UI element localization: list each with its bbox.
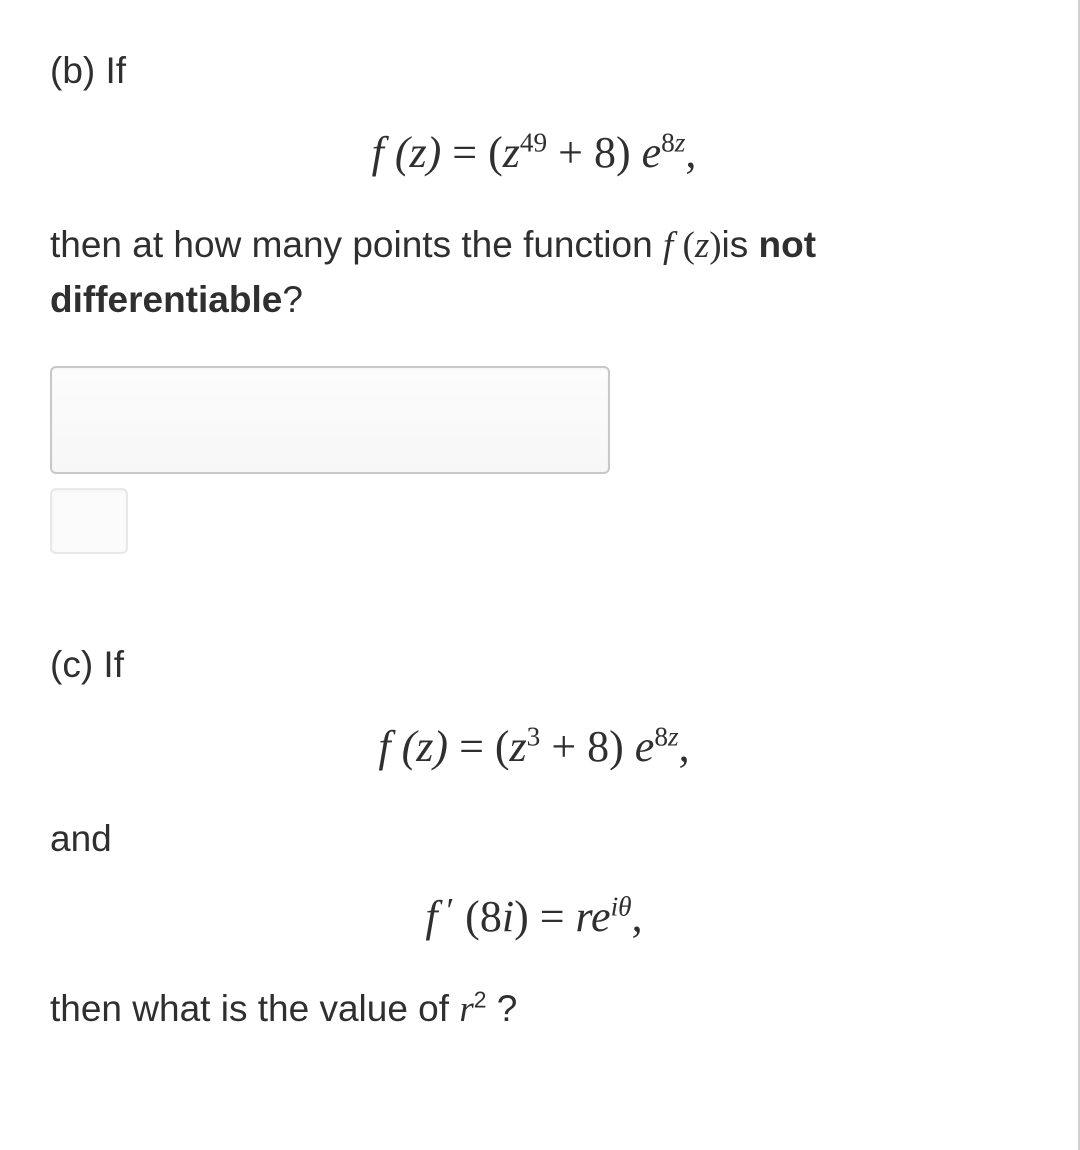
eqc2-r: r: [576, 892, 592, 941]
eqc2-e: e: [591, 892, 611, 941]
eqc1-z: z: [510, 722, 527, 771]
eqc2-eq: =: [540, 892, 565, 941]
pc-r2: 2: [474, 987, 487, 1013]
pb-open: (: [682, 225, 694, 266]
question-page: (b) If f (z) = (z49 + 8) e8z, then at ho…: [0, 0, 1080, 1150]
pc-r: r: [459, 989, 473, 1030]
eqc2-close: ): [514, 892, 529, 941]
eqc2-e-exp: iθ: [611, 891, 632, 921]
part-b-prose: then at how many points the function f (…: [50, 218, 1018, 326]
part-b-equation: f (z) = (z49 + 8) e8z,: [50, 127, 1018, 178]
eqc2-i: i: [502, 892, 514, 941]
eqc2-8: 8: [480, 892, 502, 941]
eqc2-comma: ,: [632, 892, 643, 941]
pb-z: z: [695, 225, 709, 266]
eqc1-e-exp: 8z: [654, 722, 678, 752]
eqc1-close: ): [609, 722, 624, 771]
eqc2-open: (: [465, 892, 480, 941]
eqc1-eq: =: [459, 722, 484, 771]
eqb-close: ): [616, 128, 631, 177]
part-b-feedback-box: [50, 488, 128, 554]
eqc1-plus: + 8: [551, 722, 609, 771]
eqc2-fp: f ′: [425, 892, 454, 941]
eqb-exp49: 49: [520, 127, 547, 157]
pc-t1: then what is the value of: [50, 988, 459, 1029]
eqb-e-exp: 8z: [661, 127, 685, 157]
eqb-open: (: [488, 128, 503, 177]
eqb-lhs: f (z): [372, 128, 442, 177]
pc-q: ?: [486, 988, 517, 1029]
eqb-comma: ,: [685, 128, 696, 177]
part-c-equation-1: f (z) = (z3 + 8) e8z,: [50, 721, 1018, 772]
pb-q: ?: [282, 279, 303, 320]
part-c-equation-2: f ′ (8i) = reiθ,: [50, 891, 1018, 942]
part-b-answer-input[interactable]: [50, 366, 610, 474]
eqc1-open: (: [495, 722, 510, 771]
eqb-eq: =: [452, 128, 477, 177]
eqb-e: e: [642, 128, 662, 177]
part-c-and: and: [50, 812, 1018, 866]
eqc1-comma: ,: [679, 722, 690, 771]
eqc1-e: e: [635, 722, 655, 771]
pb-t1: then at how many points the function: [50, 224, 663, 265]
part-c-label: (c) If: [50, 644, 1018, 686]
pb-close: ): [709, 225, 721, 266]
eqc1-lhs: f (z): [378, 722, 448, 771]
eqb-z: z: [503, 128, 520, 177]
part-c-prose: then what is the value of r2 ?: [50, 982, 1018, 1037]
pb-f: f: [663, 225, 683, 266]
eqb-plus: + 8: [558, 128, 616, 177]
part-b-label: (b) If: [50, 50, 1018, 92]
gap: [50, 554, 1018, 644]
eqc1-exp3: 3: [527, 722, 541, 752]
pb-mid: is: [722, 224, 759, 265]
